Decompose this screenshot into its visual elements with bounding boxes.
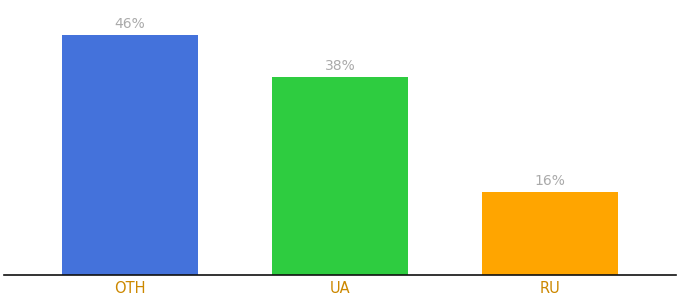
Bar (62, 35, 199, 275)
Text: 16%: 16% (534, 174, 565, 188)
Text: 38%: 38% (324, 59, 356, 73)
Bar (272, 77, 408, 275)
Text: 46%: 46% (115, 17, 146, 31)
Bar (481, 192, 618, 275)
